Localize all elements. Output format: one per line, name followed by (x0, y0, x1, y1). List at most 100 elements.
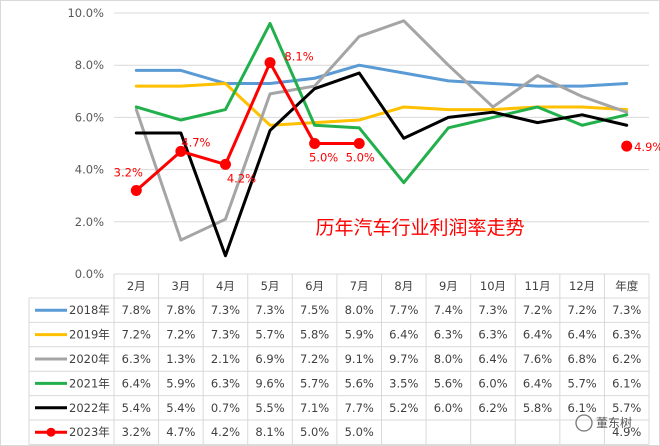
table-cell-value: 7.3% (478, 303, 507, 317)
table-cell-value: 5.9% (345, 328, 374, 342)
table-cell-value: 6.2% (612, 352, 641, 366)
table-cell-value: 8.0% (345, 303, 374, 317)
table-cell-value: 5.4% (122, 401, 151, 415)
chart-title: 历年汽车行业利润率走势 (315, 217, 524, 239)
table-cell-value: 2.1% (211, 352, 240, 366)
table-cell-value: 7.3% (612, 303, 641, 317)
legend-series-name: 2020年 (69, 352, 110, 366)
table-cell-value: 7.7% (389, 303, 418, 317)
category-label: 9月 (439, 279, 458, 293)
data-label: 3.2% (114, 165, 143, 179)
table-cell-value: 7.2% (166, 328, 195, 342)
data-point-marker (309, 138, 321, 149)
table-cell-value: 3.2% (122, 425, 151, 439)
table-cell-value: 6.4% (389, 328, 418, 342)
table-cell-value: 7.2% (300, 352, 329, 366)
category-label: 11月 (524, 279, 550, 293)
table-cell-value: 6.0% (478, 376, 507, 390)
table-cell-value: 1.3% (166, 352, 195, 366)
table-cell-value: 6.4% (523, 376, 552, 390)
data-point-marker (621, 140, 633, 152)
series-line (134, 71, 629, 258)
data-label: 8.1% (284, 50, 313, 64)
category-label: 3月 (171, 279, 190, 293)
table-cell-value: 6.4% (523, 328, 552, 342)
data-label: 5.0% (346, 151, 375, 165)
data-point-marker (353, 138, 365, 149)
table-cell-value: 0.7% (211, 401, 240, 415)
table-cell-value: 5.8% (300, 328, 329, 342)
y-tick-label: 6.0% (75, 110, 104, 124)
table-cell-value: 5.5% (255, 401, 284, 415)
data-point-marker (264, 57, 276, 69)
category-label: 4月 (216, 279, 235, 293)
series-line (134, 21, 629, 185)
table-cell-value: 7.3% (211, 328, 240, 342)
table-cell-value: 7.4% (434, 303, 463, 317)
category-label: 5月 (261, 279, 280, 293)
y-tick-label: 2.0% (75, 215, 104, 229)
table-cell-value: 5.9% (166, 376, 195, 390)
label-layer: 3.2% 4.7% 4.2% 8.1% 5.0% 5.0% 4.9% (114, 50, 660, 186)
series-line (134, 61, 361, 192)
table-cell-value: 7.7% (345, 401, 374, 415)
watermark-text: 董东树 (596, 415, 632, 430)
table-cell-value: 5.8% (523, 401, 552, 415)
legend-key-marker (46, 427, 56, 437)
table-cell-value: 6.4% (478, 352, 507, 366)
data-label: 4.2% (227, 171, 256, 185)
series-layer (130, 19, 633, 258)
table-cell-value: 6.1% (568, 401, 597, 415)
series-line (134, 19, 629, 242)
data-table: 2月 3月 4月 5月 6月 7月 8月 9月 10月 11月 12月 年度 2018年 7.8% 7.8%… (28, 273, 650, 445)
data-point-marker (130, 184, 142, 196)
y-tick-label: 10.0% (67, 6, 104, 20)
table-cell-value: 9.1% (345, 352, 374, 366)
table-cell-value: 4.7% (166, 425, 195, 439)
table-cell-value: 8.1% (255, 425, 284, 439)
table-cell-value: 4.9% (612, 425, 641, 439)
table-cell-value: 6.4% (568, 328, 597, 342)
table-cell-value: 7.3% (255, 303, 284, 317)
table-cell-value: 7.8% (122, 303, 151, 317)
category-label: 年度 (615, 279, 638, 293)
table-cell-value: 6.3% (612, 328, 641, 342)
legend-series-name: 2021年 (69, 376, 110, 390)
table-cell-value: 5.2% (389, 401, 418, 415)
table-cell-value: 6.3% (211, 376, 240, 390)
data-point-marker (175, 145, 187, 157)
legend-series-name: 2018年 (69, 303, 110, 317)
table-cell-value: 7.5% (300, 303, 329, 317)
y-tick-label: 8.0% (75, 58, 104, 72)
category-label: 6月 (305, 279, 324, 293)
table-cell-value: 7.6% (523, 352, 552, 366)
data-label: 5.0% (309, 151, 338, 165)
table-cell-value: 5.7% (255, 328, 284, 342)
data-label: 4.9% (634, 140, 660, 154)
table-cell-value: 6.3% (434, 328, 463, 342)
table-cell-value: 3.5% (389, 376, 418, 390)
category-label: 12月 (569, 279, 595, 293)
table-cell-value: 6.8% (568, 352, 597, 366)
watermark-icon (575, 414, 593, 432)
category-label: 10月 (480, 279, 506, 293)
table-cell-value: 6.3% (478, 328, 507, 342)
data-point-marker (219, 158, 231, 170)
table-cell-value: 5.0% (300, 425, 329, 439)
table-cell-value: 5.7% (612, 401, 641, 415)
table-cell-value: 6.9% (255, 352, 284, 366)
category-label: 2月 (127, 279, 146, 293)
table-cell-value: 7.2% (523, 303, 552, 317)
table-cell-value: 5.7% (300, 376, 329, 390)
table-cell-value: 7.2% (122, 328, 151, 342)
table-cell-value: 6.1% (612, 376, 641, 390)
table-cell-value: 5.0% (345, 425, 374, 439)
table-cell-value: 9.7% (389, 352, 418, 366)
table-cell-value: 5.6% (434, 376, 463, 390)
table-cell-value: 6.3% (122, 352, 151, 366)
table-cell-value: 8.0% (434, 352, 463, 366)
y-tick-label: 4.0% (75, 163, 104, 177)
series-line (134, 81, 629, 127)
data-label: 4.7% (181, 135, 210, 149)
